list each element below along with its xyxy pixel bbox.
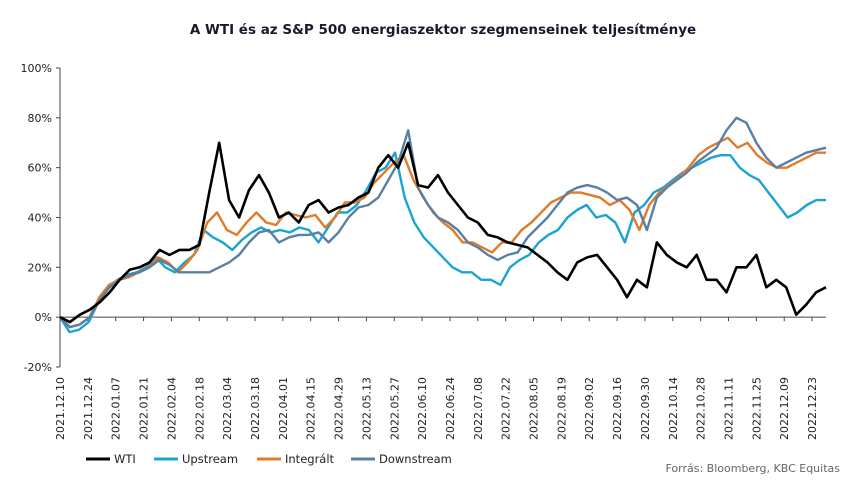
y-tick-label: 60% xyxy=(28,162,52,175)
x-tick-label: 2022.11.11 xyxy=(723,377,736,440)
x-tick-label: 2022.02.18 xyxy=(193,377,206,440)
series-line-downstream xyxy=(59,116,827,329)
x-tick-label: 2022.07.08 xyxy=(472,377,485,440)
series-layer xyxy=(58,116,827,334)
y-tick-label: 80% xyxy=(28,112,52,125)
y-tick-label: 0% xyxy=(35,311,52,324)
x-tick-label: 2022.10.14 xyxy=(667,377,680,440)
x-tick-label: 2022.06.24 xyxy=(444,377,457,440)
x-tick-label: 2022.02.04 xyxy=(165,377,178,440)
x-tick-label: 2022.08.19 xyxy=(555,377,568,440)
x-tick-label: 2022.04.01 xyxy=(277,377,290,440)
legend-label: Upstream xyxy=(182,452,238,466)
x-tick-label: 2022.04.15 xyxy=(305,377,318,440)
x-tick-label: 2022.06.10 xyxy=(416,377,429,440)
legend-label: Downstream xyxy=(379,452,452,466)
series-line-integrlt xyxy=(59,136,826,329)
x-tick-label: 2022.09.02 xyxy=(583,377,596,440)
y-axis: -20% 0% 20% 40% 60% 80% 100% xyxy=(21,62,61,374)
chart-title: A WTI és az S&P 500 energiaszektor szegm… xyxy=(190,22,696,38)
legend: WTI Upstream Integrált Downstream xyxy=(86,452,452,466)
x-tick-label: 2022.09.30 xyxy=(639,377,652,440)
y-tick-label: 40% xyxy=(28,212,52,225)
x-tick-label: 2022.08.05 xyxy=(528,377,541,440)
x-tick-label: 2021.12.10 xyxy=(54,377,67,440)
x-axis: 2021.12.10 2021.12.24 2022.01.07 2022.01.21… xyxy=(54,316,826,440)
x-tick-label: 2022.10.28 xyxy=(695,377,708,440)
x-tick-label: 2022.01.21 xyxy=(138,377,151,440)
source-note: Forrás: Bloomberg, KBC Equitas xyxy=(665,462,840,475)
legend-label: WTI xyxy=(114,452,136,466)
x-tick-label: 2021.12.24 xyxy=(82,377,95,440)
y-tick-label: 100% xyxy=(21,62,52,75)
x-tick-label: 2022.05.13 xyxy=(360,377,373,440)
x-tick-label: 2022.05.27 xyxy=(388,377,401,440)
y-tick-label: -20% xyxy=(24,361,52,374)
legend-label: Integrált xyxy=(285,452,335,466)
x-tick-label: 2022.11.25 xyxy=(750,377,763,440)
x-tick-label: 2022.09.16 xyxy=(611,377,624,440)
x-tick-label: 2022.01.07 xyxy=(110,377,123,440)
x-tick-label: 2022.07.22 xyxy=(500,377,513,440)
y-tick-label: 20% xyxy=(28,261,52,274)
series-line-upstream xyxy=(58,151,826,334)
x-tick-label: 2022.03.04 xyxy=(221,377,234,440)
x-tick-label: 2022.03.18 xyxy=(249,377,262,440)
x-tick-label: 2022.12.23 xyxy=(806,377,819,440)
x-tick-label: 2022.12.09 xyxy=(778,377,791,440)
x-tick-label: 2022.04.29 xyxy=(333,377,346,440)
series-line-wti xyxy=(59,141,827,324)
